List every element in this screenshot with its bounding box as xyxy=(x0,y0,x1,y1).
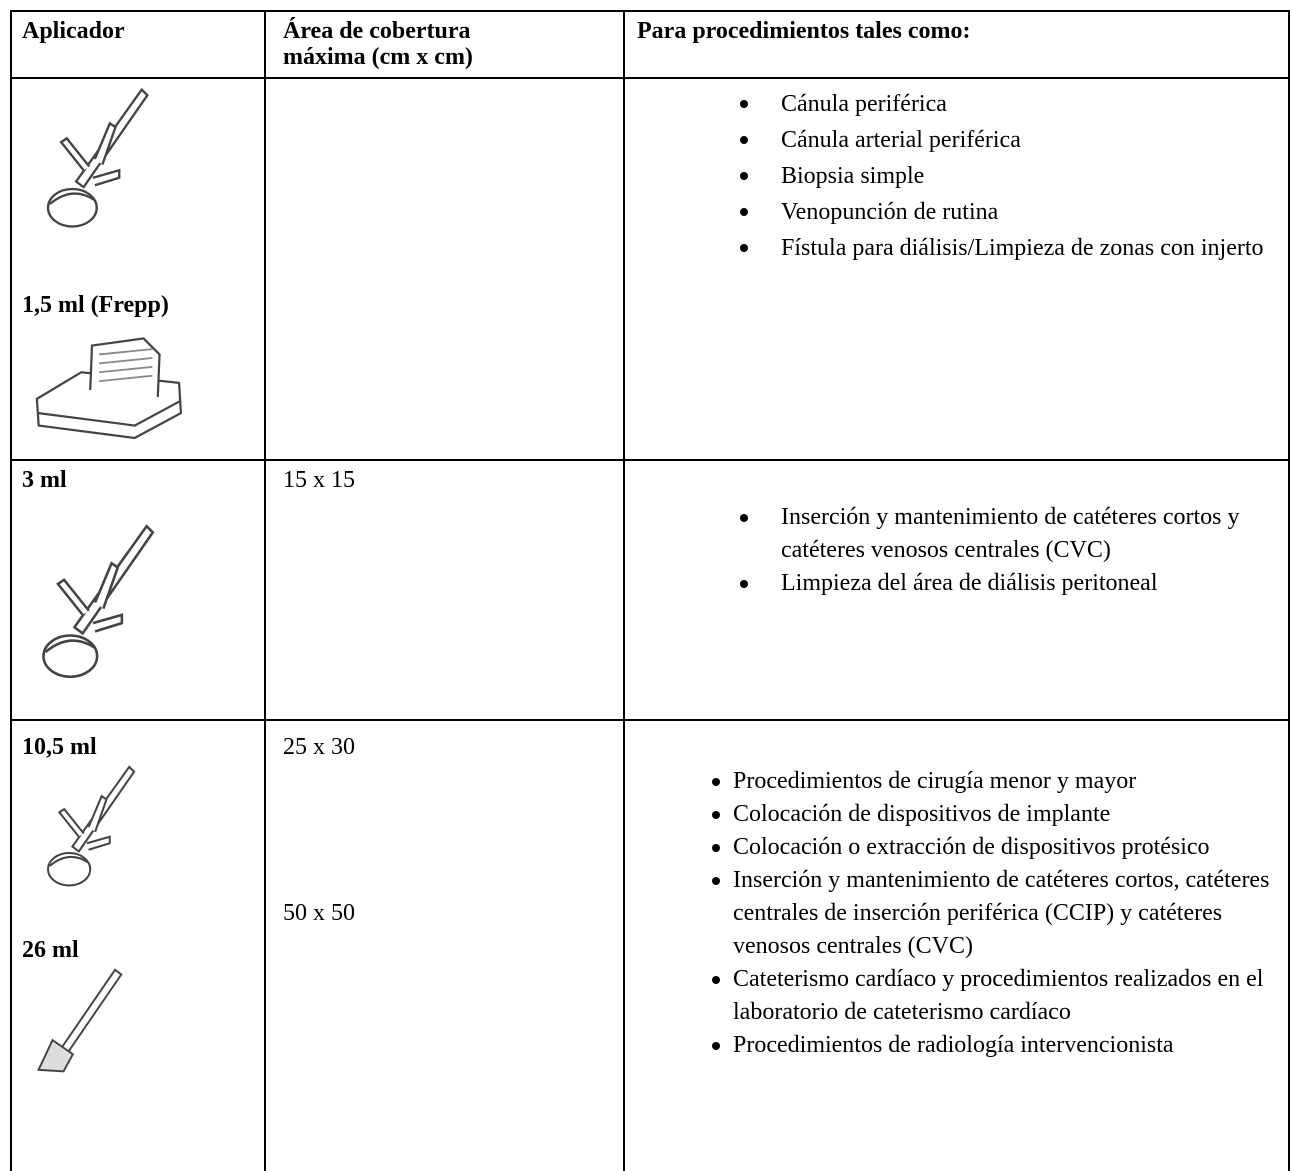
header-cell: máxima (cm x cm) xyxy=(283,44,473,70)
applicator-icon xyxy=(32,762,142,892)
procedure-item: Cánula periférica xyxy=(740,86,1289,122)
border xyxy=(623,10,625,1171)
border xyxy=(10,459,1290,461)
procedure-list: Procedimientos de cirugía menor y mayor C… xyxy=(712,765,1285,1062)
header-cell: Aplicador xyxy=(22,18,125,44)
border xyxy=(1288,10,1290,1171)
border xyxy=(10,719,1290,721)
procedure-item: Procedimientos de cirugía menor y mayor xyxy=(712,765,1285,798)
applicator-icon xyxy=(28,325,188,455)
procedure-item: Cateterismo cardíaco y procedimientos re… xyxy=(712,963,1285,1029)
header-cell: Área de cobertura xyxy=(283,18,471,44)
procedure-item: Biopsia simple xyxy=(740,158,1289,194)
procedure-item: Procedimientos de radiología intervencio… xyxy=(712,1029,1285,1062)
applicator-icon xyxy=(28,520,158,685)
procedure-item: Fístula para diálisis/Limpieza de zonas … xyxy=(740,230,1289,266)
procedure-list: Cánula periférica Cánula arterial perifér… xyxy=(740,86,1289,266)
applicator-label: 3 ml xyxy=(22,467,67,493)
area-cell: 50 x 50 xyxy=(283,900,355,926)
procedure-item: Colocación de dispositivos de implante xyxy=(712,798,1285,831)
procedure-item: Venopunción de rutina xyxy=(740,194,1289,230)
applicator-icon xyxy=(28,84,158,234)
border xyxy=(10,10,1290,12)
applicator-icon xyxy=(26,962,126,1087)
procedure-list: Inserción y mantenimiento de catéteres c… xyxy=(740,501,1289,600)
applicator-label: 26 ml xyxy=(22,937,79,963)
area-cell: 25 x 30 xyxy=(283,734,355,760)
header-cell: Para procedimientos tales como: xyxy=(637,18,971,44)
procedure-item: Inserción y mantenimiento de catéteres c… xyxy=(712,864,1285,963)
procedure-item: Cánula arterial periférica xyxy=(740,122,1289,158)
procedure-item: Inserción y mantenimiento de catéteres c… xyxy=(740,501,1289,567)
area-cell: 15 x 15 xyxy=(283,467,355,493)
border xyxy=(10,10,12,1171)
border xyxy=(264,10,266,1171)
applicator-label: 10,5 ml xyxy=(22,734,97,760)
applicator-label: 1,5 ml (Frepp) xyxy=(22,292,169,318)
border xyxy=(10,77,1290,79)
procedure-item: Colocación o extracción de dispositivos … xyxy=(712,831,1285,864)
procedure-item: Limpieza del área de diálisis peritoneal xyxy=(740,567,1289,600)
